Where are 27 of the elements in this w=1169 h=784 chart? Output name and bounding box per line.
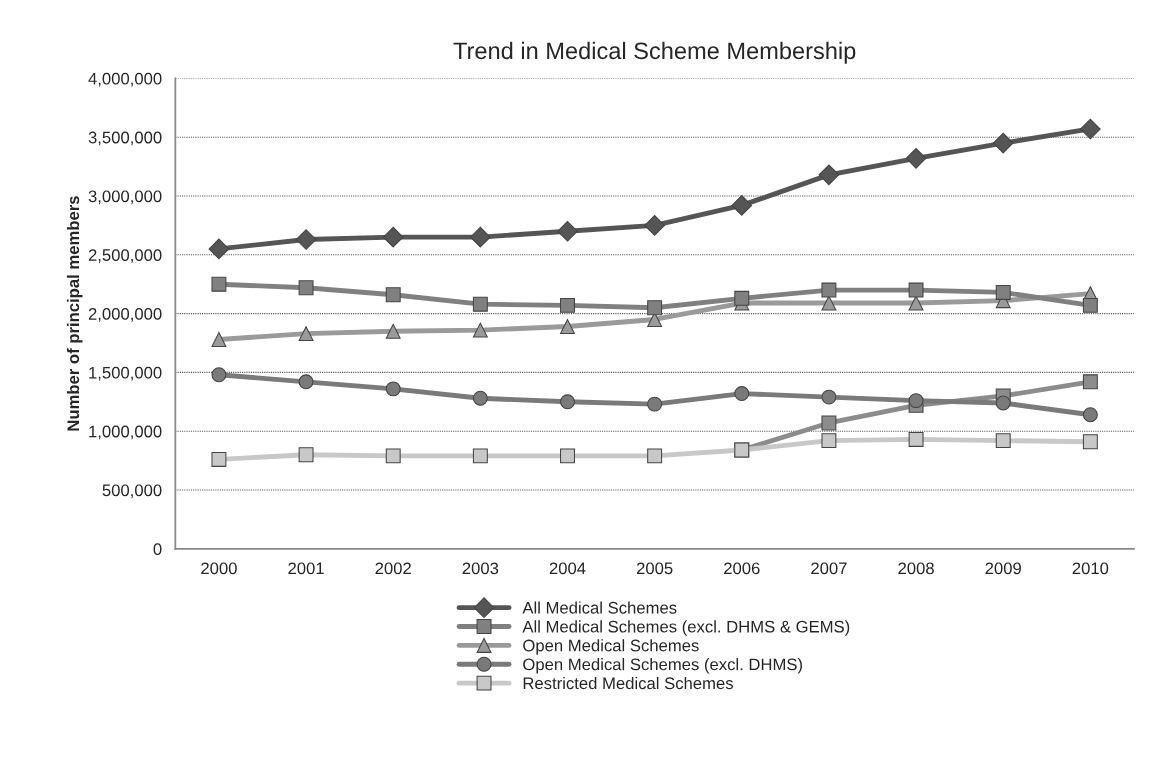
- y-tick-label: 4,000,000: [88, 72, 162, 87]
- y-tick-label: 3,500,000: [88, 131, 162, 146]
- legend-label: Open Medical Schemes: [523, 639, 699, 655]
- x-tick-label: 2002: [375, 562, 411, 575]
- y-tick-label: 3,000,000: [88, 190, 162, 205]
- x-tick-label: 2003: [462, 562, 499, 575]
- x-tick-label: 2004: [549, 562, 586, 575]
- y-tick-label: 1,500,000: [89, 366, 162, 381]
- x-tick-label: 2007: [811, 562, 847, 575]
- x-tick-label: 2010: [1072, 562, 1109, 575]
- legend-label: Restricted Medical Schemes: [523, 676, 733, 690]
- x-tick-label: 2006: [724, 562, 760, 575]
- x-tick-label: 2001: [288, 562, 324, 575]
- y-tick-label: 2,500,000: [88, 249, 162, 263]
- y-tick-label: 2,000,000: [88, 308, 162, 322]
- chart-title: Trend in Medical Scheme Membership: [453, 41, 856, 64]
- y-axis-title: Number of principal members: [66, 196, 83, 431]
- x-tick-label: 2000: [201, 562, 237, 575]
- x-tick-label: 2008: [898, 562, 934, 575]
- legend-label: All Medical Schemes: [522, 601, 677, 614]
- legend-label: Open Medical Schemes (excl. DHMS): [523, 658, 802, 674]
- y-tick-label: 0: [153, 543, 162, 555]
- legend-label: All Medical Schemes (excl. DHMS & GEMS): [522, 620, 850, 636]
- x-tick-label: 2009: [985, 562, 1021, 575]
- y-tick-label: 500,000: [102, 484, 162, 499]
- y-tick-label: 1,000,000: [89, 425, 162, 440]
- x-tick-label: 2005: [636, 562, 673, 575]
